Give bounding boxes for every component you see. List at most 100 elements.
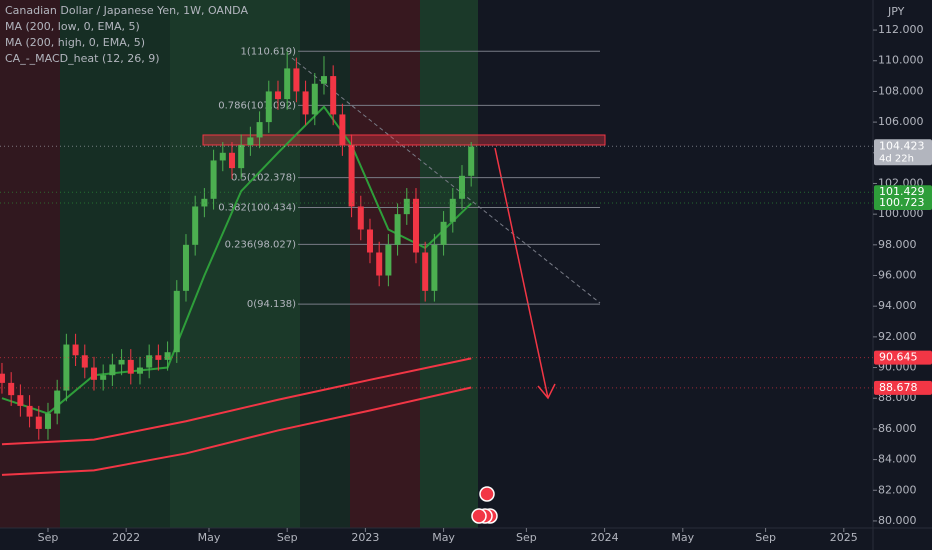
y-tick-label: 80.000 (878, 514, 917, 527)
x-tick-label: May (198, 531, 221, 544)
price-badge-note: 4d 22h (879, 153, 914, 164)
fib-label: 0.382(100.434) (218, 202, 296, 213)
candle-body (385, 244, 392, 276)
y-tick-label: 110.000 (878, 54, 924, 67)
candle-body (118, 359, 125, 365)
candle-body (320, 76, 327, 84)
candle-body (247, 137, 254, 146)
candle-body (90, 367, 97, 380)
candle-body (403, 198, 410, 215)
arrow (494, 147, 549, 399)
price-badge-label: 101.429 (879, 185, 925, 198)
x-tick-label: 2025 (830, 531, 858, 544)
candle-body (449, 198, 456, 222)
legend-entry: CA_-_MACD_heat (12, 26, 9) (5, 52, 160, 65)
candle-body (155, 355, 162, 360)
price-badge (874, 185, 932, 200)
candle-body (136, 367, 143, 374)
x-tick-label: Sep (277, 531, 298, 544)
candle-body (274, 91, 281, 100)
candle-body (357, 206, 364, 230)
candle-body (0, 373, 5, 383)
candle-body (412, 198, 419, 253)
candle-body (26, 405, 33, 417)
y-tick-label: 100.000 (878, 207, 924, 220)
x-tick-label: 2022 (112, 531, 140, 544)
fib-label: 0(94.138) (247, 299, 296, 310)
price-badge (874, 139, 932, 166)
legend-entry: MA (200, low, 0, EMA, 5) (5, 20, 140, 33)
candle-body (376, 252, 383, 276)
x-tick-label: 2023 (351, 531, 379, 544)
candle-body (348, 145, 355, 207)
candle-body (127, 359, 134, 374)
candle-body (394, 214, 401, 245)
candle-body (440, 221, 447, 245)
candle-body (192, 206, 199, 245)
ma-line (1, 357, 472, 446)
trend-line (291, 57, 601, 304)
candle-body (109, 364, 116, 376)
ma-line (1, 386, 472, 476)
y-tick-label: 94.000 (878, 299, 917, 312)
resistance-zone (202, 134, 606, 146)
candle-body (173, 290, 180, 353)
candle-body (8, 382, 15, 396)
price-badge-label: 104.423 (879, 139, 925, 152)
currency-label: JPY (887, 5, 905, 18)
y-tick-label: 112.000 (878, 23, 924, 36)
candle-body (256, 122, 263, 138)
x-tick-label: May (432, 531, 455, 544)
candle-body (238, 145, 245, 169)
y-tick-label: 86.000 (878, 422, 917, 435)
candle-body (210, 160, 217, 199)
candle-body (366, 229, 373, 253)
candle-body (81, 355, 88, 368)
candle-body (44, 413, 51, 429)
x-tick-label: Sep (755, 531, 776, 544)
y-tick-label: 96.000 (878, 269, 917, 282)
candle-body (146, 355, 153, 368)
candle-body (219, 152, 226, 161)
price-badge (874, 380, 932, 395)
price-badge-label: 100.723 (879, 196, 925, 209)
candle-body (54, 390, 61, 414)
arrow-head (537, 383, 556, 400)
candle-body (311, 83, 318, 115)
event-icons (471, 486, 498, 524)
fib-label: 1(110.619) (240, 46, 296, 57)
candle-body (431, 244, 438, 291)
legend-entry: MA (200, high, 0, EMA, 5) (5, 36, 145, 49)
fib-label: 0.5(102.378) (231, 173, 296, 184)
candle-body (339, 114, 346, 146)
y-tick-label: 108.000 (878, 84, 924, 97)
candle-body (182, 244, 189, 291)
legend: Canadian Dollar / Japanese Yen, 1W, OAND… (5, 4, 248, 65)
x-tick-label: Sep (516, 531, 537, 544)
candle-body (468, 146, 475, 176)
candle-body (302, 91, 309, 115)
candle-body (284, 68, 291, 100)
candle-body (17, 395, 24, 406)
price-badge-label: 88.678 (879, 381, 918, 394)
candle-body (35, 416, 42, 429)
candle-body (293, 68, 300, 92)
macd-heat (0, 0, 478, 528)
candle-body (164, 352, 171, 360)
y-tick-label: 106.000 (878, 115, 924, 128)
fib-label: 0.236(98.027) (225, 239, 297, 250)
x-tick-label: May (671, 531, 694, 544)
price-badge-label: 90.645 (879, 351, 918, 364)
candle-body (228, 152, 235, 169)
candle-body (72, 344, 79, 356)
candle-body (422, 252, 429, 291)
price-badge (874, 196, 932, 211)
price-badge (874, 350, 932, 365)
x-tick-label: Sep (38, 531, 59, 544)
x-tick-label: 2024 (591, 531, 619, 544)
legend-title: Canadian Dollar / Japanese Yen, 1W, OAND… (5, 4, 248, 17)
y-tick-label: 92.000 (878, 330, 917, 343)
y-tick-label: 98.000 (878, 238, 917, 251)
y-tick-label: 82.000 (878, 483, 917, 496)
